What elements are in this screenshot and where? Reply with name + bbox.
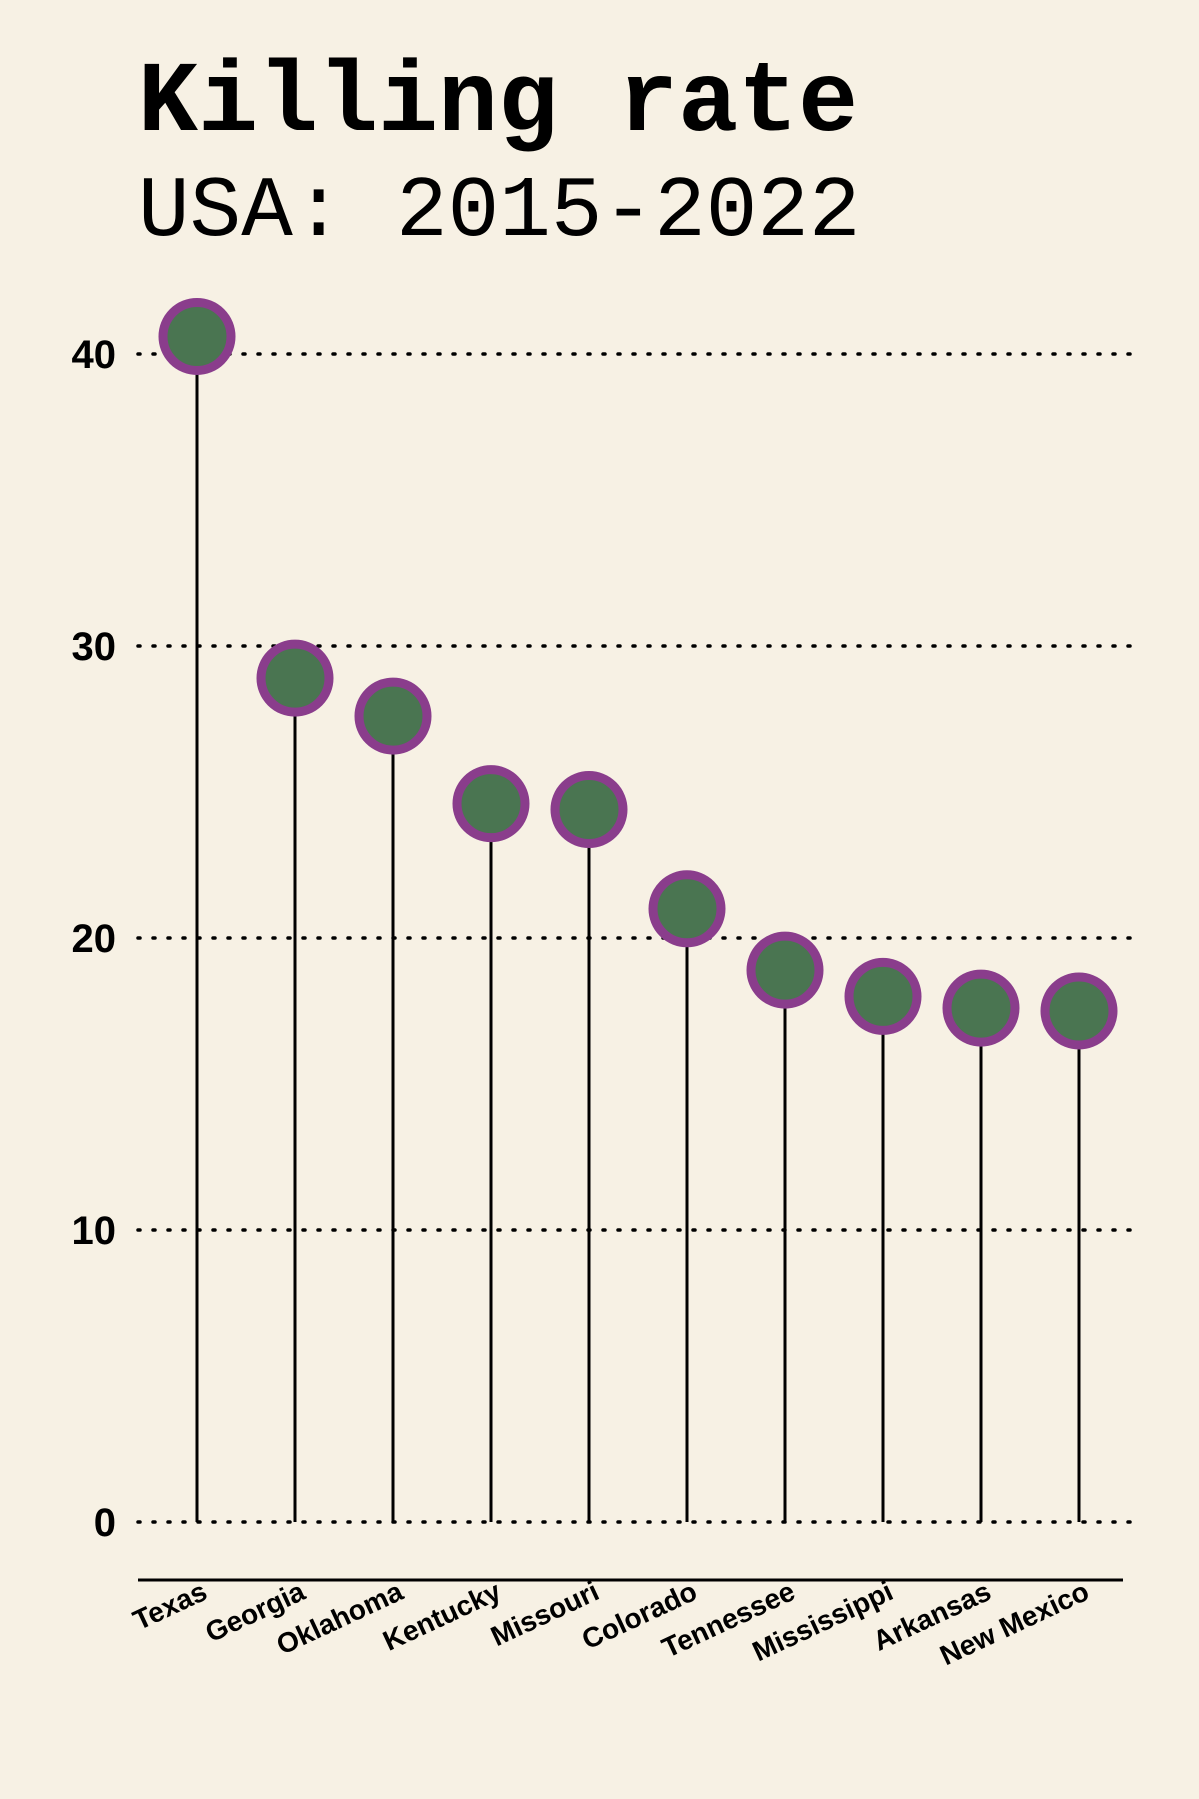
lollipop-marker [452, 765, 530, 843]
lollipop-marker [354, 677, 432, 755]
y-tick-label: 40 [72, 333, 117, 377]
y-axis-tick-labels: 0 10 20 30 40 [72, 333, 117, 1545]
lollipop-marker [550, 771, 628, 849]
lollipop-marker [844, 957, 922, 1035]
x-axis-tick-labels: TexasGeorgiaOklahomaKentuckyMissouriColo… [128, 1575, 1093, 1671]
lollipop-marker [746, 931, 824, 1009]
y-tick-label: 30 [72, 625, 117, 669]
lollipop-stems [195, 336, 1081, 1522]
lollipop-marker [1040, 972, 1118, 1050]
lollipop-marker [648, 870, 726, 948]
chart-title: Killing rate [138, 48, 858, 161]
x-tick-label: Texas [128, 1575, 211, 1636]
chart-subtitle: USA: 2015-2022 [138, 163, 861, 261]
y-tick-label: 0 [94, 1501, 116, 1545]
lollipop-marker [256, 639, 334, 717]
y-tick-label: 20 [72, 917, 117, 961]
y-tick-label: 10 [72, 1209, 117, 1253]
lollipop-marker [158, 297, 236, 375]
lollipop-markers [158, 297, 1118, 1050]
lollipop-marker [942, 969, 1020, 1047]
grid-lines [136, 352, 1137, 1524]
